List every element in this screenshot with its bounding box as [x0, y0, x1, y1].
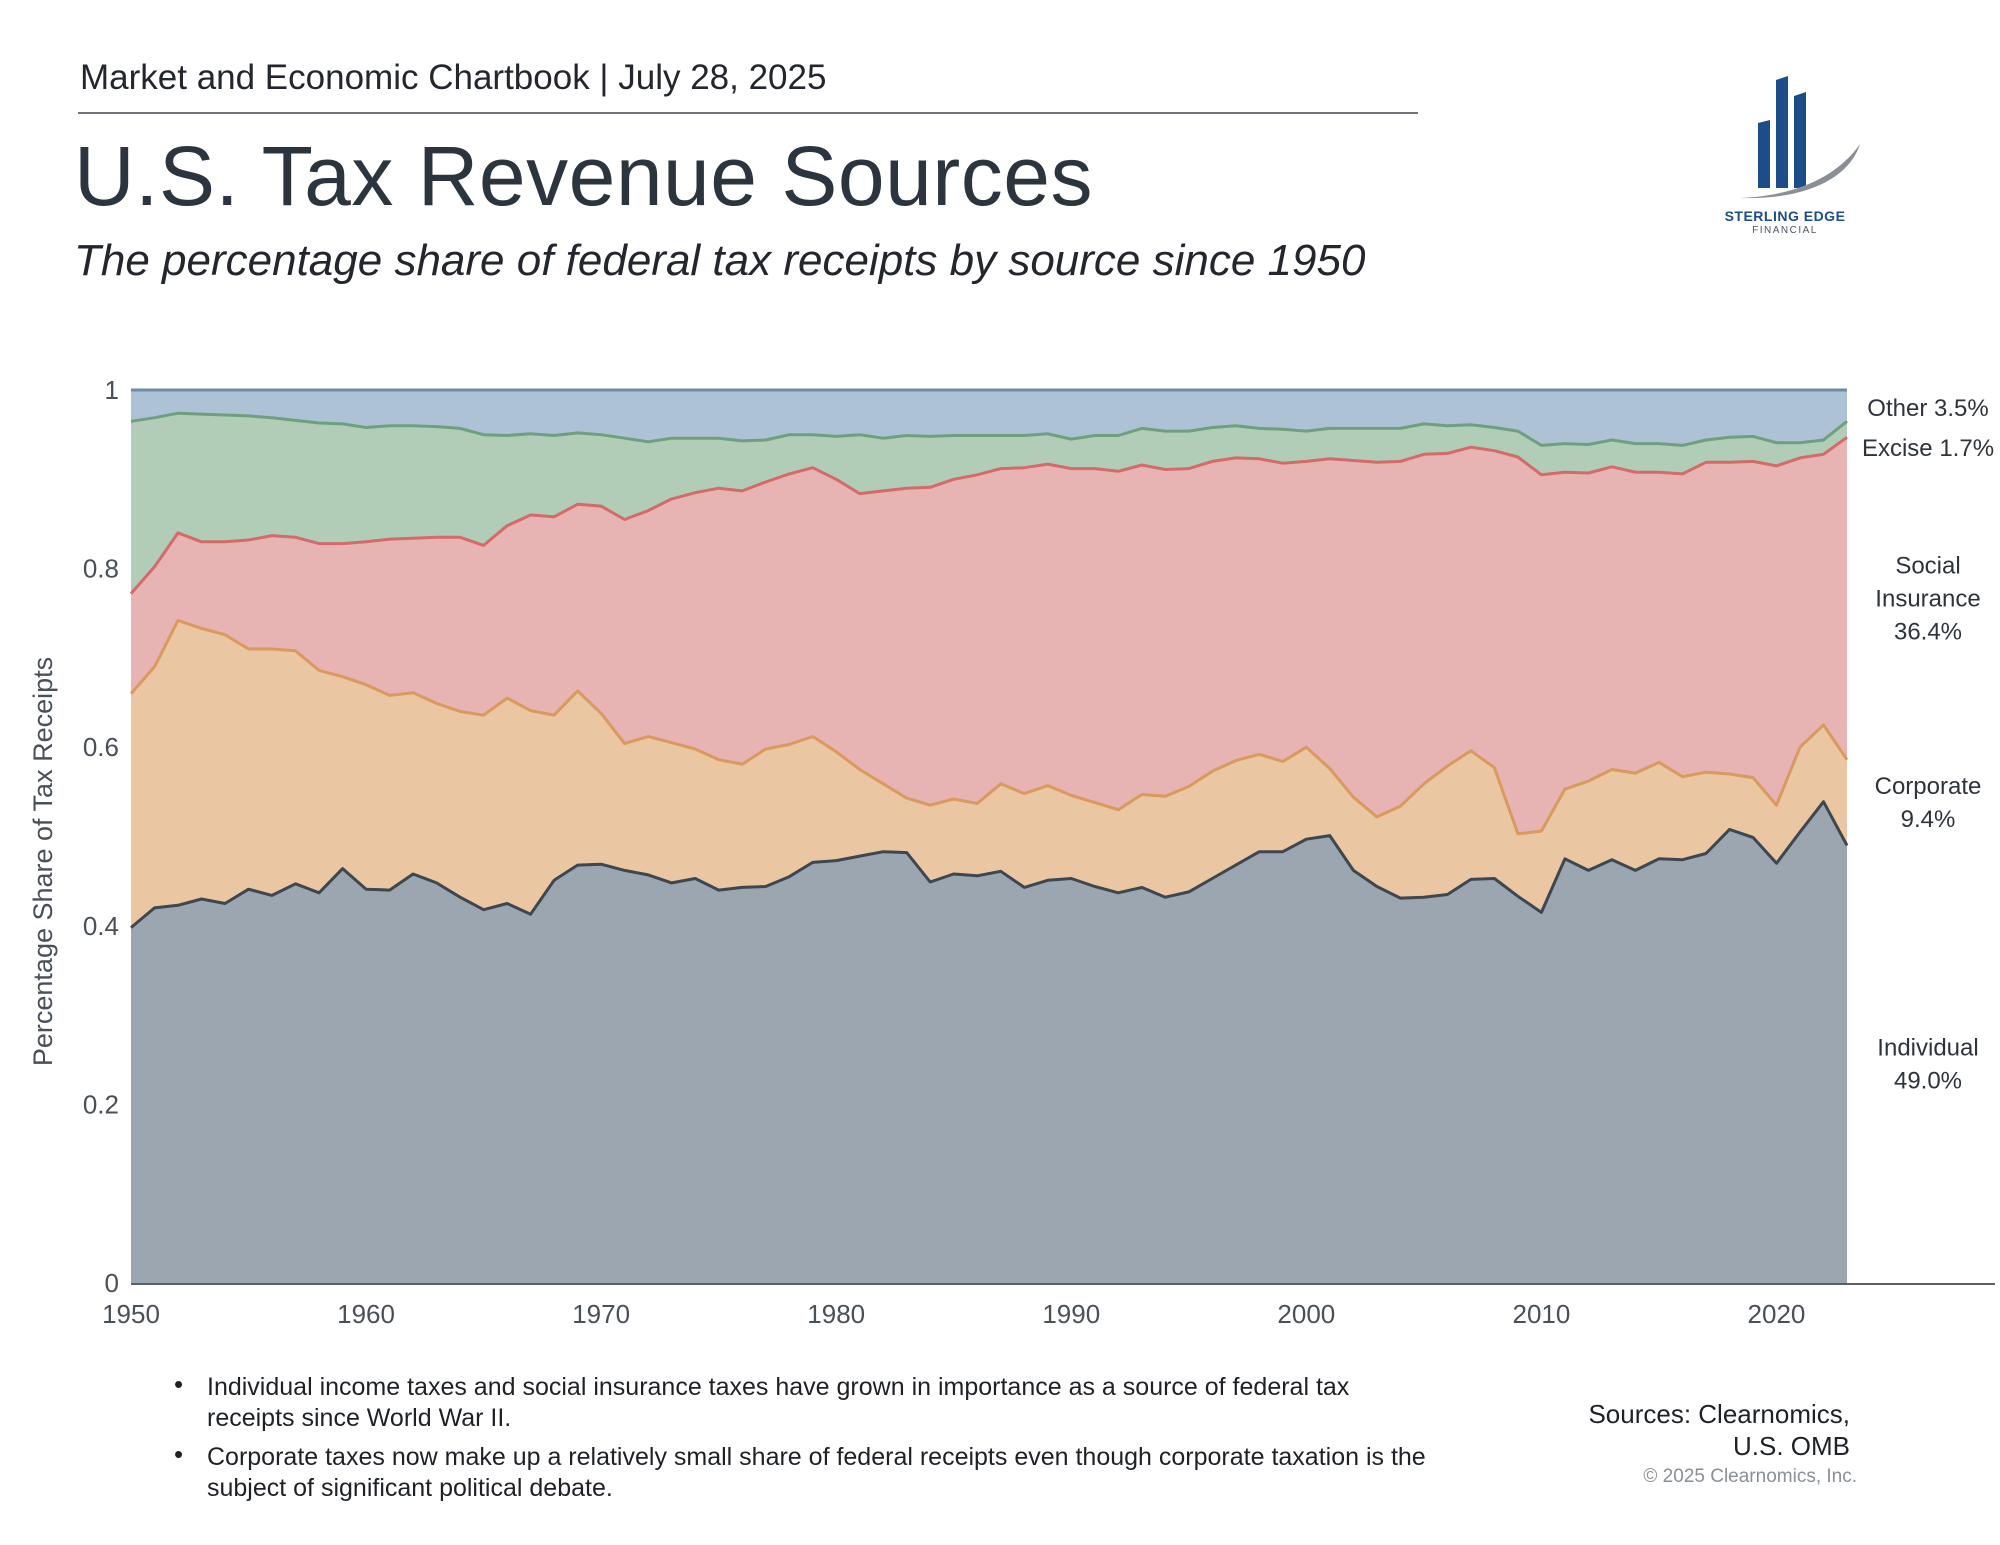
page-subtitle: The percentage share of federal tax rece… — [74, 236, 1366, 285]
x-tick-label: 1970 — [572, 1299, 630, 1329]
copyright: © 2025 Clearnomics, Inc. — [1643, 1466, 1857, 1487]
series-labels: Individual 49.0% Corporate 9.4% Social Insura… — [1862, 395, 1994, 1095]
bar-chart-logo-icon — [1740, 76, 1860, 199]
sources-line: Sources: Clearnomics, — [1588, 1399, 1850, 1429]
area-corporate — [131, 620, 1847, 928]
y-tick-label: 0.6 — [83, 732, 119, 762]
logo-brand-name: STERLING EDGE — [1724, 208, 1846, 224]
sterling-edge-logo: STERLING EDGE FINANCIAL — [1700, 68, 1870, 248]
area-excise — [131, 413, 1847, 594]
sources: Sources: Clearnomics, U.S. OMB — [1450, 1398, 1850, 1462]
line-corporate — [129, 618, 1849, 836]
key-point-text: Corporate taxes now make up a relatively… — [207, 1443, 1426, 1502]
series-label-line: 9.4% — [1901, 806, 1956, 833]
y-tick-label: 1 — [105, 375, 119, 405]
bullet-icon: • — [174, 1439, 184, 1469]
x-tick-label: 1960 — [337, 1299, 395, 1329]
y-tick-label: 0.4 — [83, 911, 119, 941]
series-label-line: Insurance — [1875, 586, 1980, 613]
line-individual — [130, 800, 1849, 929]
key-point-text: Individual income taxes and social insur… — [207, 1373, 1350, 1432]
series-label-line: 36.4% — [1894, 619, 1962, 646]
sources-line: U.S. OMB — [1732, 1431, 1850, 1461]
bullet-icon: • — [174, 1369, 184, 1399]
area-other — [131, 390, 1847, 446]
y-tick-label: 0 — [105, 1268, 119, 1298]
area-individual — [131, 801, 1847, 1283]
series-label-line: Individual — [1877, 1035, 1978, 1062]
series-label-corporate: Corporate 9.4% — [1875, 773, 1982, 833]
key-point: • Individual income taxes and social ins… — [170, 1369, 1440, 1434]
series-label-social-insurance: Social Insurance 36.4% — [1875, 553, 1980, 646]
y-tick-label: 0.8 — [83, 554, 119, 584]
x-tick-label: 1990 — [1042, 1299, 1100, 1329]
key-points: • Individual income taxes and social ins… — [170, 1369, 1440, 1512]
line-social-insurance — [129, 436, 1848, 595]
x-tick-label: 2000 — [1277, 1299, 1335, 1329]
chartbook-header: Market and Economic Chartbook | July 28,… — [80, 58, 827, 97]
x-tick-label: 1980 — [807, 1299, 865, 1329]
page-title: U.S. Tax Revenue Sources — [74, 129, 1093, 223]
x-tick-label: 2020 — [1748, 1299, 1806, 1329]
key-point: • Corporate taxes now make up a relative… — [170, 1439, 1440, 1504]
series-label-individual: Individual 49.0% — [1877, 1035, 1978, 1095]
area-social-insurance — [131, 437, 1847, 834]
header-divider — [78, 112, 1418, 114]
x-tick-label: 1950 — [102, 1299, 160, 1329]
x-tick-label: 2010 — [1512, 1299, 1570, 1329]
y-tick-label: 0.2 — [83, 1089, 119, 1119]
area-layers — [129, 388, 1849, 1283]
series-label-line: 49.0% — [1894, 1068, 1962, 1095]
series-label-line: Social — [1895, 553, 1960, 580]
series-label-other: Other 3.5% — [1867, 395, 1988, 422]
line-excise — [130, 411, 1848, 447]
y-axis-title: Percentage Share of Tax Receipts — [28, 657, 58, 1066]
logo-brand-sub: FINANCIAL — [1752, 225, 1818, 236]
chart-axes: 1950 1960 1970 1980 1990 2000 2010 2020 0 0.2 0.4 0… — [28, 375, 1995, 1329]
series-label-excise: Excise 1.7% — [1862, 435, 1994, 462]
series-label-line: Corporate — [1875, 773, 1982, 800]
